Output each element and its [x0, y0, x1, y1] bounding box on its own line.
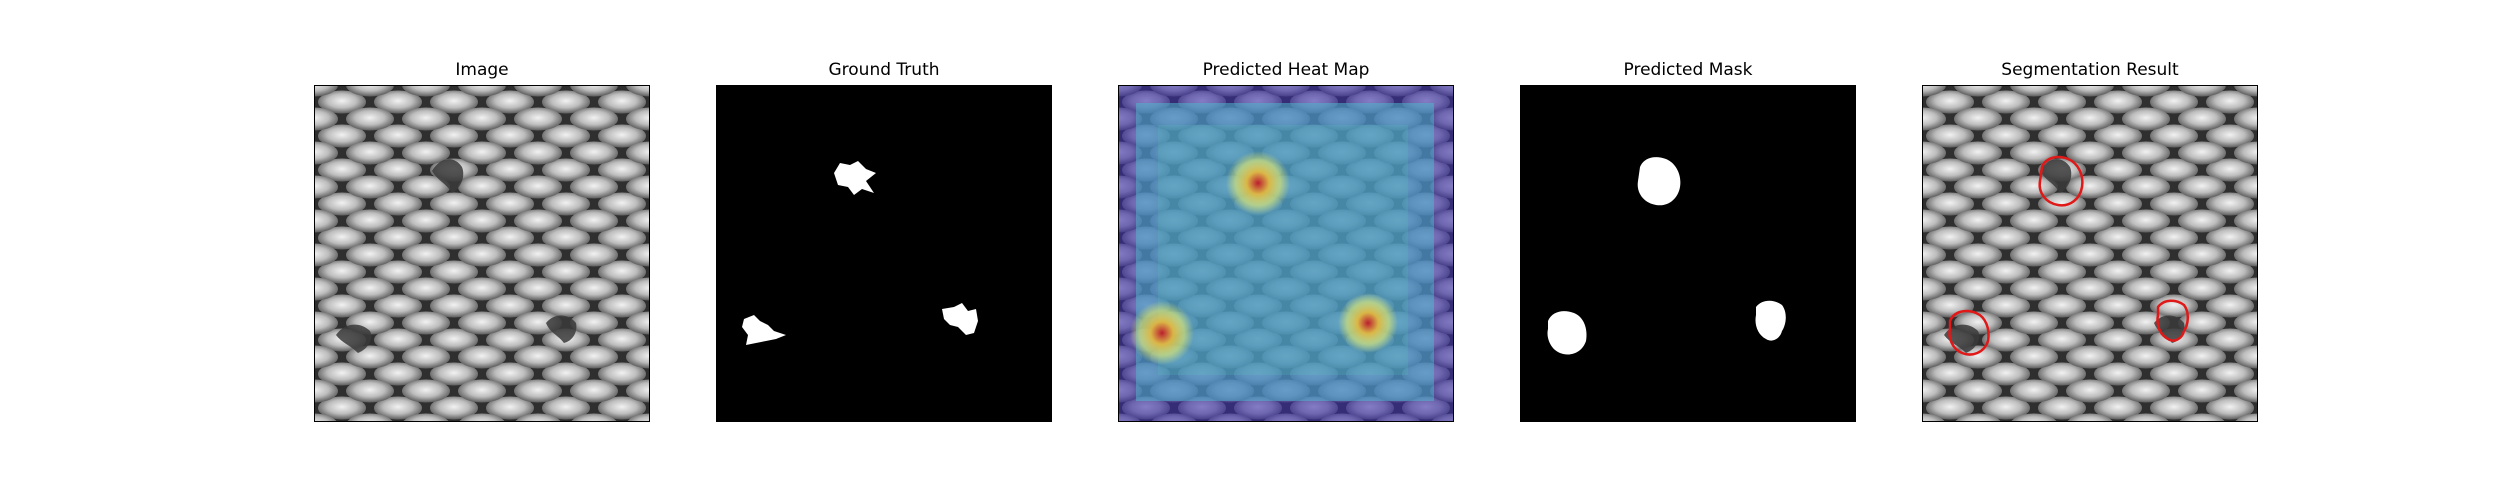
segmentation-contour	[1948, 309, 1990, 356]
panel-title-predicted-mask: Predicted Mask	[1623, 60, 1753, 80]
segmentation-contour	[2156, 299, 2189, 342]
heat-hotspot	[1226, 151, 1290, 215]
panel-ground-truth: Ground Truth	[716, 0, 1052, 500]
ground-truth-mask	[716, 85, 1052, 422]
predicted-mask	[1520, 85, 1856, 422]
heat-hotspot	[1130, 301, 1194, 365]
mesh-image	[314, 85, 650, 422]
panel-image: Image	[314, 0, 650, 500]
panel-heatmap: Predicted Heat Map	[1118, 0, 1454, 500]
defect-mark	[336, 324, 372, 353]
defect-mark	[546, 315, 577, 343]
panel-title-ground-truth: Ground Truth	[828, 60, 940, 80]
predicted-region	[1637, 157, 1681, 206]
segmentation-result	[1922, 85, 2258, 422]
ground-truth-region	[742, 315, 786, 345]
panel-title-image: Image	[455, 60, 509, 80]
panel-segmentation: Segmentation Result	[1922, 0, 2258, 500]
segmentation-contour	[2038, 155, 2084, 207]
ground-truth-region	[834, 161, 876, 195]
predicted-region	[1547, 311, 1587, 355]
panel-title-segmentation: Segmentation Result	[2001, 60, 2179, 80]
panel-title-heatmap: Predicted Heat Map	[1202, 60, 1370, 80]
defect-mark	[432, 159, 464, 193]
heat-hotspot	[1338, 293, 1398, 353]
heatmap-overlay	[1118, 85, 1454, 422]
ground-truth-region	[942, 303, 978, 335]
panel-predicted-mask: Predicted Mask	[1520, 0, 1856, 500]
predicted-region	[1755, 300, 1786, 341]
